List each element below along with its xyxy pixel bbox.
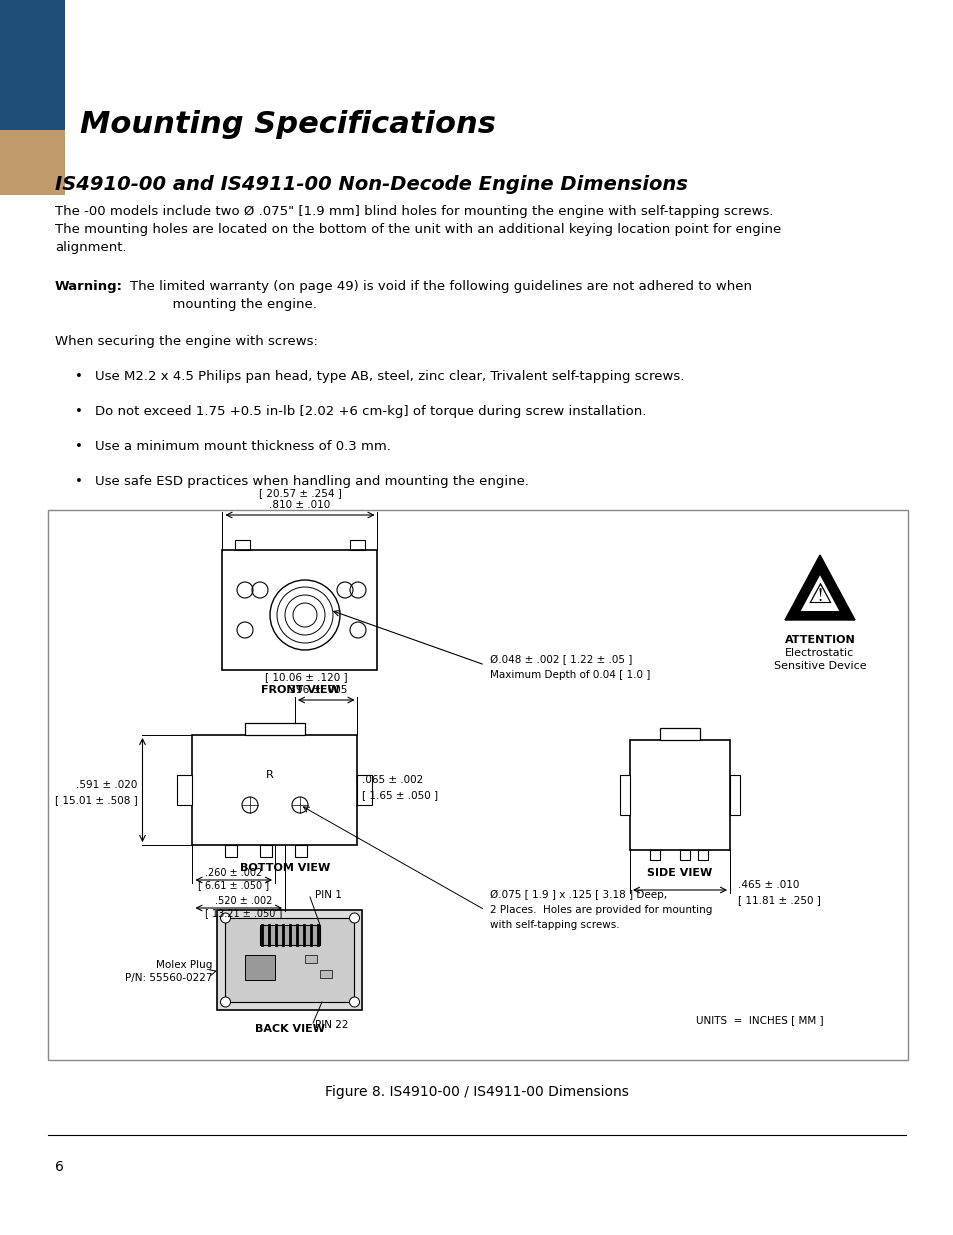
Bar (0, 0, 65, 130)
Text: •: • (75, 370, 83, 383)
Bar (294, 845, 307, 857)
Bar (319, 969, 332, 978)
Bar (350, 540, 365, 550)
Text: ATTENTION: ATTENTION (783, 635, 855, 645)
Text: [ 10.06 ± .120 ]: [ 10.06 ± .120 ] (265, 672, 347, 682)
Circle shape (220, 997, 231, 1007)
Text: with self-tapping screws.: with self-tapping screws. (490, 920, 619, 930)
Bar (245, 955, 274, 981)
Bar (679, 850, 689, 860)
Bar (225, 918, 355, 1002)
Bar (698, 850, 707, 860)
Bar (0, 130, 65, 195)
Bar (629, 740, 729, 850)
Text: Mounting Specifications: Mounting Specifications (80, 110, 496, 140)
Bar (260, 925, 319, 945)
Text: •: • (75, 440, 83, 453)
Bar (649, 850, 659, 860)
Text: FRONT VIEW: FRONT VIEW (260, 685, 339, 695)
Text: .465 ± .010: .465 ± .010 (738, 881, 799, 890)
Bar (357, 776, 372, 805)
Circle shape (220, 913, 231, 923)
Text: IS4910-00 and IS4911-00 Non-Decode Engine Dimensions: IS4910-00 and IS4911-00 Non-Decode Engin… (55, 175, 687, 194)
Circle shape (349, 997, 359, 1007)
Text: Warning:: Warning: (55, 280, 123, 293)
Text: When securing the engine with screws:: When securing the engine with screws: (55, 335, 317, 348)
Bar (260, 845, 272, 857)
Text: The limited warranty (on page 49) is void if the following guidelines are not ad: The limited warranty (on page 49) is voi… (130, 280, 751, 311)
Text: BOTTOM VIEW: BOTTOM VIEW (239, 863, 330, 873)
Text: The -00 models include two Ø .075" [1.9 mm] blind holes for mounting the engine : The -00 models include two Ø .075" [1.9 … (55, 205, 781, 254)
Text: Ø.075 [ 1.9 ] x .125 [ 3.18 ] Deep,: Ø.075 [ 1.9 ] x .125 [ 3.18 ] Deep, (490, 890, 666, 900)
Bar (222, 550, 377, 671)
Text: .065 ± .002: .065 ± .002 (362, 776, 423, 785)
Bar (245, 722, 305, 735)
Text: Use a minimum mount thickness of 0.3 mm.: Use a minimum mount thickness of 0.3 mm. (95, 440, 391, 453)
Text: Figure 8. IS4910-00 / IS4911-00 Dimensions: Figure 8. IS4910-00 / IS4911-00 Dimensio… (325, 1086, 628, 1099)
Text: [ 6.61 ± .050 ]: [ 6.61 ± .050 ] (198, 881, 269, 890)
Text: [ 1.65 ± .050 ]: [ 1.65 ± .050 ] (362, 790, 438, 800)
Text: Use M2.2 x 4.5 Philips pan head, type AB, steel, zinc clear, Trivalent self-tapp: Use M2.2 x 4.5 Philips pan head, type AB… (95, 370, 683, 383)
Text: Maximum Depth of 0.04 [ 1.0 ]: Maximum Depth of 0.04 [ 1.0 ] (490, 671, 650, 680)
Text: [ 15.01 ± .508 ]: [ 15.01 ± .508 ] (54, 795, 137, 805)
Text: •: • (75, 405, 83, 417)
Polygon shape (784, 555, 854, 620)
Bar (234, 540, 250, 550)
Text: P/N: 55560-0227: P/N: 55560-0227 (125, 973, 213, 983)
Text: Molex Plug: Molex Plug (156, 960, 213, 969)
Text: .396 ± .005: .396 ± .005 (286, 685, 347, 695)
Text: UNITS  =  INCHES [ MM ]: UNITS = INCHES [ MM ] (696, 1015, 823, 1025)
Text: .520 ± .002: .520 ± .002 (214, 897, 273, 906)
Bar (193, 735, 357, 845)
Bar (217, 910, 362, 1010)
Polygon shape (800, 576, 839, 611)
Bar (225, 845, 236, 857)
Bar (305, 955, 316, 963)
Text: PIN 1: PIN 1 (314, 890, 341, 900)
Circle shape (349, 913, 359, 923)
Text: [ 13.21 ± .050 ]: [ 13.21 ± .050 ] (205, 908, 282, 918)
Text: PIN 22: PIN 22 (314, 1020, 348, 1030)
Text: Use safe ESD practices when handling and mounting the engine.: Use safe ESD practices when handling and… (95, 475, 529, 488)
Text: Sensitive Device: Sensitive Device (773, 661, 865, 671)
Text: [ 11.81 ± .250 ]: [ 11.81 ± .250 ] (738, 895, 820, 905)
Text: Electrostatic: Electrostatic (784, 648, 854, 658)
Bar (619, 776, 629, 815)
Text: .260 ± .002: .260 ± .002 (205, 868, 262, 878)
Bar (177, 776, 193, 805)
Text: 6: 6 (55, 1160, 64, 1174)
Bar (48, 510, 907, 1060)
Text: .810 ± .010: .810 ± .010 (269, 500, 331, 510)
Text: BACK VIEW: BACK VIEW (254, 1024, 325, 1034)
Bar (729, 776, 740, 815)
Text: SIDE VIEW: SIDE VIEW (647, 868, 712, 878)
Text: •: • (75, 475, 83, 488)
Text: Ø.048 ± .002 [ 1.22 ± .05 ]: Ø.048 ± .002 [ 1.22 ± .05 ] (490, 655, 632, 666)
Text: R: R (266, 769, 274, 781)
Text: 2 Places.  Holes are provided for mounting: 2 Places. Holes are provided for mountin… (490, 905, 712, 915)
Text: .591 ± .020: .591 ± .020 (76, 781, 137, 790)
Text: [ 20.57 ± .254 ]: [ 20.57 ± .254 ] (258, 488, 341, 498)
Text: Do not exceed 1.75 +0.5 in-lb [2.02 +6 cm-kg] of torque during screw installatio: Do not exceed 1.75 +0.5 in-lb [2.02 +6 c… (95, 405, 646, 417)
Bar (659, 727, 700, 740)
Text: ⚠: ⚠ (807, 580, 832, 609)
